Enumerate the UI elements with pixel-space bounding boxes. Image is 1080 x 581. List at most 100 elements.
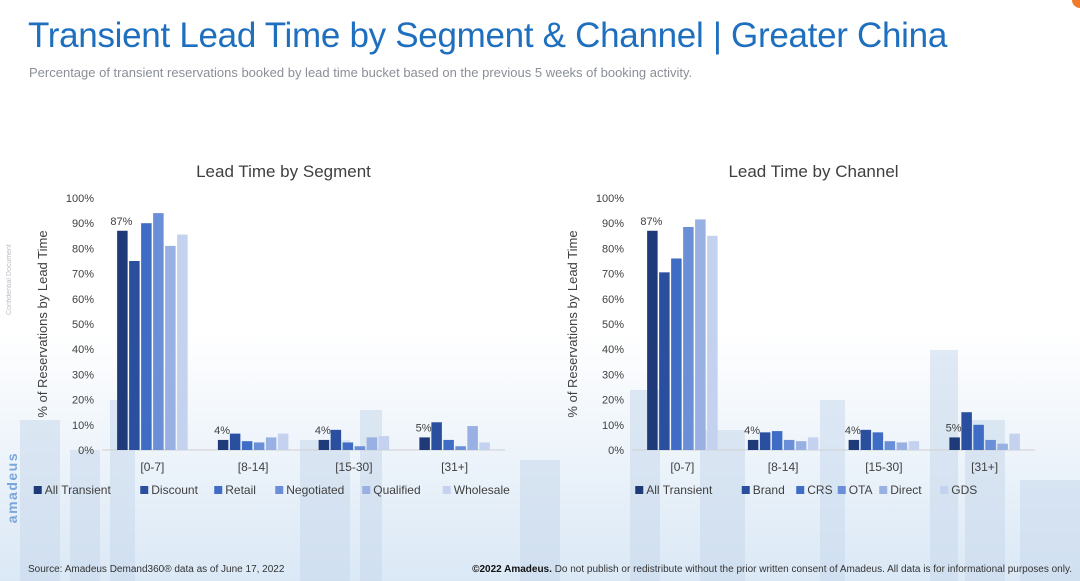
legend-item: OTA (849, 483, 873, 497)
bar-all-transient (117, 230, 128, 450)
legend-item: All Transient (646, 483, 713, 497)
bar-all-transient (848, 439, 860, 450)
legend-item: Discount (151, 483, 198, 497)
amadeus-logo: amadeus (4, 452, 20, 524)
y-tick-label: 10% (72, 420, 94, 432)
x-tick-label: [31+] (971, 460, 998, 474)
y-tick-label: 40% (602, 344, 624, 356)
chart-svg: Lead Time by Channel % of Reservations by… (565, 162, 1035, 497)
confidential-label: Confidential Document (6, 244, 13, 315)
legend-item: GDS (951, 483, 977, 497)
page-subtitle: Percentage of transient reservations boo… (29, 65, 693, 80)
x-tick-label: [0-7] (140, 460, 164, 474)
bar-crs (671, 258, 682, 450)
legend-swatch (362, 486, 371, 494)
legend-item: Negotiated (286, 483, 344, 497)
y-tick-label: 80% (602, 243, 624, 255)
bar-wholesale (479, 442, 490, 450)
legend-swatch (940, 486, 949, 494)
y-tick-label: 60% (602, 294, 624, 306)
y-tick-label: 50% (72, 319, 94, 331)
copyright-note: ©2022 Amadeus. Do not publish or redistr… (472, 564, 1072, 575)
y-tick-label: 70% (602, 269, 624, 281)
page-title: Transient Lead Time by Segment & Channel… (28, 16, 947, 55)
y-tick-label: 90% (602, 218, 624, 230)
y-tick-label: 20% (602, 395, 624, 407)
y-axis-label: % of Reservations by Lead Time (565, 230, 580, 417)
legend: All Transient Discount Retail Negotiated Qua… (33, 483, 510, 497)
data-label: 87% (110, 216, 132, 228)
bar-negotiated (153, 213, 164, 450)
bar-wholesale (378, 436, 390, 450)
data-label: 5% (416, 422, 432, 434)
legend-item: Retail (225, 483, 256, 497)
bar-brand (759, 432, 771, 450)
bar-negotiated (354, 446, 366, 450)
bar-qualified (265, 437, 277, 450)
y-axis-label: % of Reservations by Lead Time (35, 230, 50, 417)
x-tick-label: [8-14] (768, 460, 799, 474)
bar-ota (783, 439, 795, 450)
copyright-text: Do not publish or redistribute without t… (554, 564, 1072, 575)
legend-swatch (275, 486, 284, 494)
bar-discount (431, 422, 442, 450)
data-label: 87% (640, 216, 662, 228)
bar-brand (659, 272, 670, 450)
brand-accent-dot (1072, 0, 1080, 8)
legend-item: Qualified (373, 483, 420, 497)
legend-swatch (837, 486, 846, 494)
legend-swatch (635, 486, 644, 494)
y-tick-label: 30% (602, 369, 624, 381)
chart-title: Lead Time by Segment (196, 162, 371, 181)
copyright-brand: ©2022 Amadeus. (472, 564, 552, 575)
y-tick-label: 0% (78, 445, 94, 457)
bar-retail (141, 223, 152, 450)
bar-gds (807, 437, 819, 450)
bar-negotiated (253, 442, 265, 450)
y-tick-label: 0% (608, 445, 624, 457)
data-label: 4% (315, 425, 331, 437)
x-tick-label: [15-30] (335, 460, 372, 474)
bar-brand (961, 412, 972, 450)
bar-all-transient (949, 437, 960, 450)
bar-qualified (366, 437, 378, 450)
city-background (0, 330, 1080, 581)
chart-lead-time-by-channel: Lead Time by Channel % of Reservations by… (560, 150, 1040, 515)
data-label: 4% (744, 425, 760, 437)
bar-wholesale (177, 234, 188, 450)
bar-direct (795, 441, 807, 450)
bar-ota (985, 439, 996, 450)
legend-item: All Transient (45, 483, 112, 497)
chart-title: Lead Time by Channel (728, 162, 898, 181)
bar-retail (443, 439, 454, 450)
legend-swatch (442, 486, 451, 494)
legend-item: Direct (890, 483, 922, 497)
bar-gds (908, 441, 920, 450)
legend-swatch (33, 486, 42, 494)
bar-ota (884, 441, 896, 450)
bar-qualified (467, 426, 478, 450)
bar-retail (342, 442, 354, 450)
legend: All Transient Brand CRS OTA Direct GDS (635, 483, 977, 497)
legend-swatch (214, 486, 223, 494)
bar-all-transient (318, 439, 330, 450)
bar-crs (973, 424, 984, 450)
legend-item: Wholesale (454, 483, 510, 497)
y-tick-label: 80% (72, 243, 94, 255)
bar-gds (707, 235, 718, 450)
data-label: 4% (845, 425, 861, 437)
x-tick-label: [15-30] (865, 460, 902, 474)
x-tick-label: [8-14] (238, 460, 269, 474)
y-tick-label: 70% (72, 269, 94, 281)
y-tick-label: 90% (72, 218, 94, 230)
y-tick-label: 20% (72, 395, 94, 407)
bar-ota (683, 226, 694, 450)
bar-wholesale (277, 433, 289, 450)
bar-direct (695, 219, 706, 450)
chart-svg: Lead Time by Segment % of Reservations by… (33, 162, 510, 497)
bar-discount (229, 433, 241, 450)
chart-lead-time-by-segment: Lead Time by Segment % of Reservations by… (30, 150, 510, 515)
bar-direct (896, 442, 908, 450)
bar-all-transient (217, 439, 229, 450)
legend-swatch (741, 486, 750, 494)
